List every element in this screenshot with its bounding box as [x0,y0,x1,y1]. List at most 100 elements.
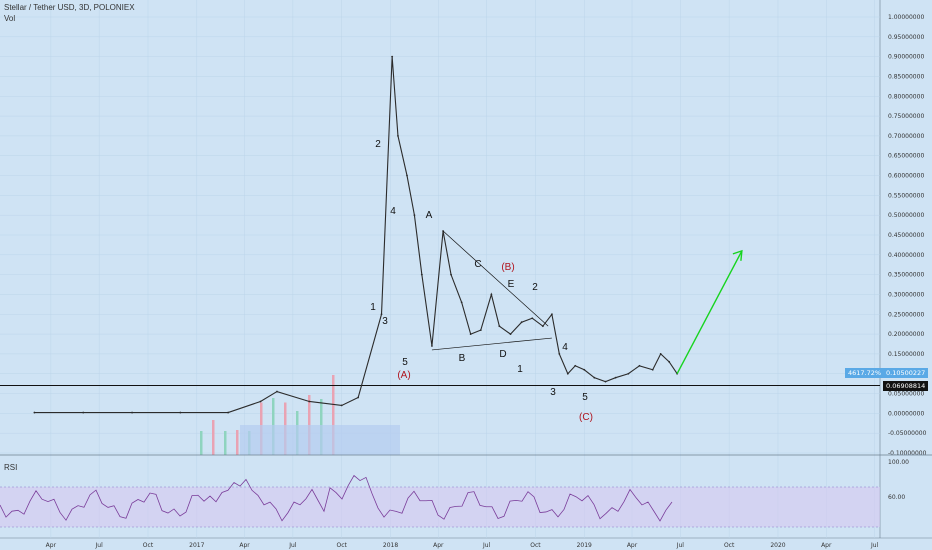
projection-arrow [676,250,743,375]
price-point [659,353,662,355]
triangle-lower-line [431,337,552,351]
x-tick-label: Oct [143,542,154,549]
x-tick-label: Jul [95,542,104,549]
y-tick-label: 0.50000000 [888,212,924,219]
x-tick-label: 2019 [577,542,592,549]
price-point [531,317,534,320]
rsi-band [0,487,880,527]
price-point [357,396,360,399]
x-tick-label: Jul [482,542,491,549]
price-point [276,390,278,393]
price-point [413,214,416,217]
volume-ma-area [240,425,400,455]
price-point [566,372,569,375]
x-tick-label: Apr [433,542,444,549]
price-point [131,411,133,414]
price-point [431,345,433,347]
x-tick-label: Oct [337,542,348,549]
y-tick-label: -0.05000000 [888,430,927,437]
price-point [509,333,512,335]
wave-label: 1 [370,302,376,313]
price-point [469,333,472,335]
price-point [558,353,561,355]
price-point [179,411,182,414]
y-tick-label: 0.45000000 [888,232,924,239]
x-tick-label: Apr [46,542,57,549]
price-point [82,411,85,414]
y-tick-label: 0.70000000 [888,133,924,140]
x-tick-label: Jul [676,542,685,549]
symbol-title: Stellar / Tether USD, 3D, POLONIEX [4,3,135,12]
price-point [593,376,596,379]
wave-label: (B) [501,262,514,273]
y-tick-label: 0.60000000 [888,173,924,180]
y-tick-label: 0.65000000 [888,153,924,160]
wave-label: 4 [562,342,568,353]
x-tick-label: Oct [530,542,541,549]
x-tick-label: Apr [627,542,638,549]
price-point [490,293,493,296]
x-tick-label: 2020 [770,542,785,549]
y-tick-label: 1.00000000 [888,14,924,21]
price-point [668,360,671,363]
rsi-line [0,474,673,522]
price-point [380,313,383,316]
wave-label: B [459,353,466,364]
price-point [479,329,482,332]
level-price-badge: 0.06908814 [883,381,929,391]
price-point [520,321,523,324]
triangle-upper-line [442,230,549,327]
y-tick-label: 0.25000000 [888,311,924,318]
y-tick-label: 0.05000000 [888,391,924,398]
volume-label: Vol [4,14,16,23]
volume-bar [332,375,335,455]
wave-label: E [508,279,515,290]
wave-label: (A) [397,370,410,381]
price-point [541,325,544,328]
change-percent-badge: 4617.72% [845,368,885,378]
wave-label: (C) [579,412,593,423]
wave-label: D [499,349,506,360]
wave-label: 1 [517,364,523,375]
wave-label: 5 [402,357,408,368]
rsi-tick-label: 60.00 [888,494,905,501]
wave-label: 5 [582,392,588,403]
price-point [397,135,399,137]
price-point [308,400,311,403]
y-tick-label: -0.10000000 [888,450,927,457]
price-point [227,411,230,414]
wave-label: 3 [550,387,556,398]
y-tick-label: 0.00000000 [888,410,924,417]
x-tick-label: 2017 [189,542,204,549]
y-tick-label: 0.40000000 [888,252,924,259]
y-tick-label: 0.90000000 [888,54,924,61]
price-point [420,273,423,276]
price-point [340,404,343,407]
price-point [391,55,394,58]
volume-bar [224,431,227,455]
price-point [574,364,577,367]
price-point [651,368,654,371]
price-point [460,301,463,304]
price-point [498,325,501,328]
y-tick-label: 0.80000000 [888,93,924,100]
rsi-tick-label: 100.00 [888,459,909,466]
volume-bar [212,420,215,455]
price-point [638,364,641,367]
price-point [33,411,36,414]
x-tick-label: Apr [239,542,250,549]
projection-arrowhead [732,249,743,261]
x-tick-label: 2018 [383,542,398,549]
price-point [550,313,553,316]
wave-label: 4 [390,206,396,217]
x-tick-label: Apr [821,542,832,549]
x-tick-label: Oct [724,542,735,549]
x-tick-label: Jul [288,542,297,549]
last-price-badge: 0.10500227 [883,368,929,378]
y-tick-label: 0.35000000 [888,272,924,279]
y-tick-label: 0.95000000 [888,34,924,41]
price-point [406,174,408,177]
wave-label: A [426,210,433,221]
wave-label: 2 [375,139,381,150]
